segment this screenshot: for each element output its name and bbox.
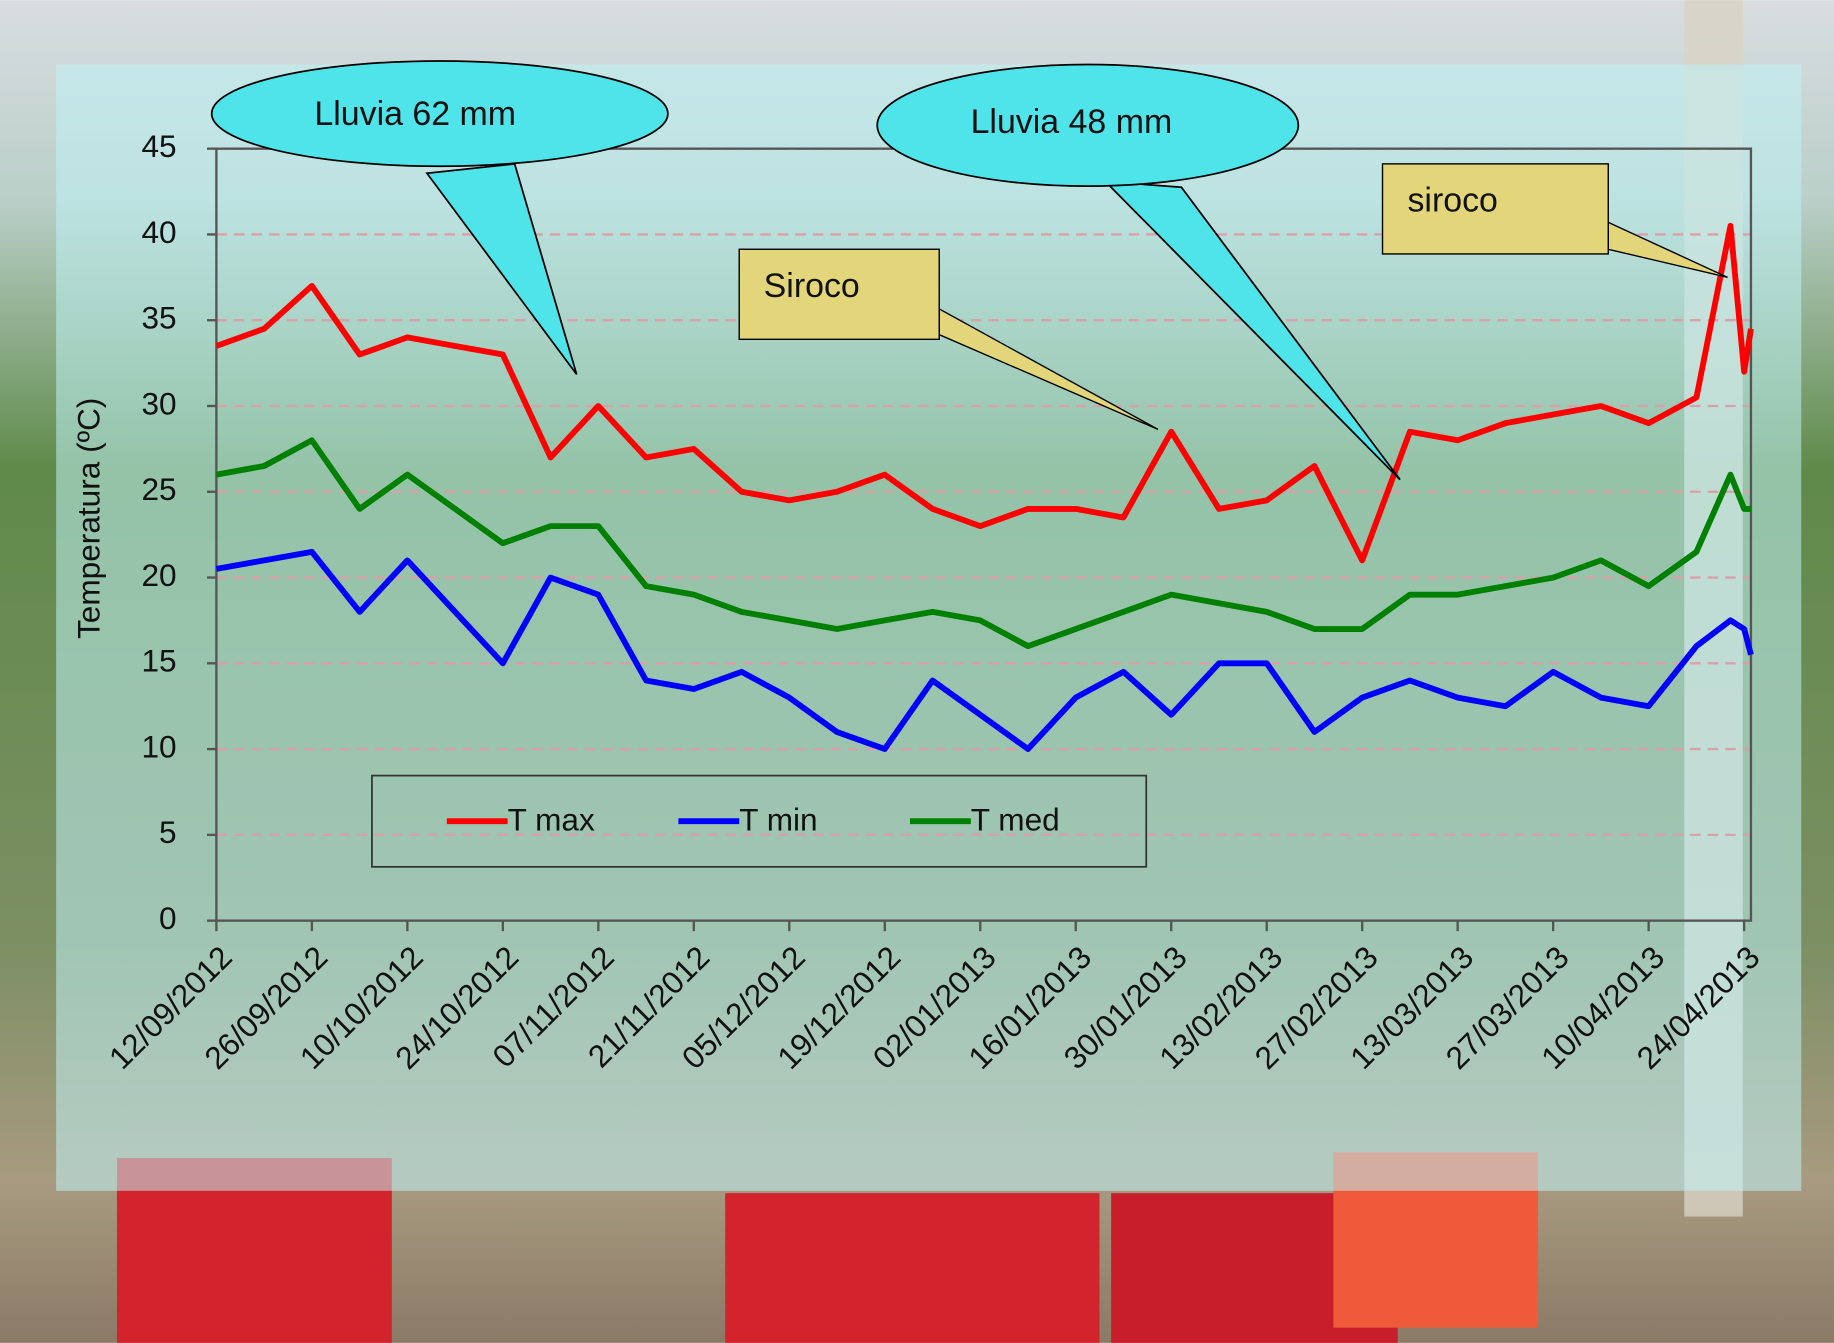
annotations: Lluvia 62 mm Lluvia 48 mm Siroco siroco xyxy=(210,60,1728,481)
callout xyxy=(738,248,940,341)
y-tick-label: 15 xyxy=(141,643,176,679)
legend: T max T min T med xyxy=(371,774,1148,868)
y-tick-label: 40 xyxy=(141,214,176,250)
lines xyxy=(215,222,1754,752)
annotation: Lluvia 62 mm xyxy=(314,95,516,133)
series-line xyxy=(215,437,1751,650)
series-line xyxy=(215,548,1754,752)
y-tick-label: 45 xyxy=(141,128,176,164)
series-line xyxy=(215,222,1754,564)
y-tick-label: 5 xyxy=(159,814,177,850)
legend-label: T med xyxy=(971,802,1060,838)
y-tick-label: 30 xyxy=(141,385,176,421)
callout xyxy=(1381,163,1609,255)
y-tick-label: 35 xyxy=(141,300,176,336)
annotation: Siroco xyxy=(764,267,860,305)
callout xyxy=(210,60,669,168)
annotation: siroco xyxy=(1407,181,1497,219)
y-axis-label: Temperatura (ºC) xyxy=(71,398,107,639)
callout-pointer xyxy=(425,162,578,375)
legend-label: T min xyxy=(739,802,817,838)
legend-label: T max xyxy=(508,802,595,838)
y-tick-label: 10 xyxy=(141,728,176,764)
legend-box xyxy=(371,774,1148,868)
y-tick-label: 25 xyxy=(141,471,176,507)
y-tick-label: 0 xyxy=(159,900,177,936)
annotation: Lluvia 48 mm xyxy=(971,103,1173,141)
y-tick-label: 20 xyxy=(141,557,176,593)
callout xyxy=(876,63,1300,187)
